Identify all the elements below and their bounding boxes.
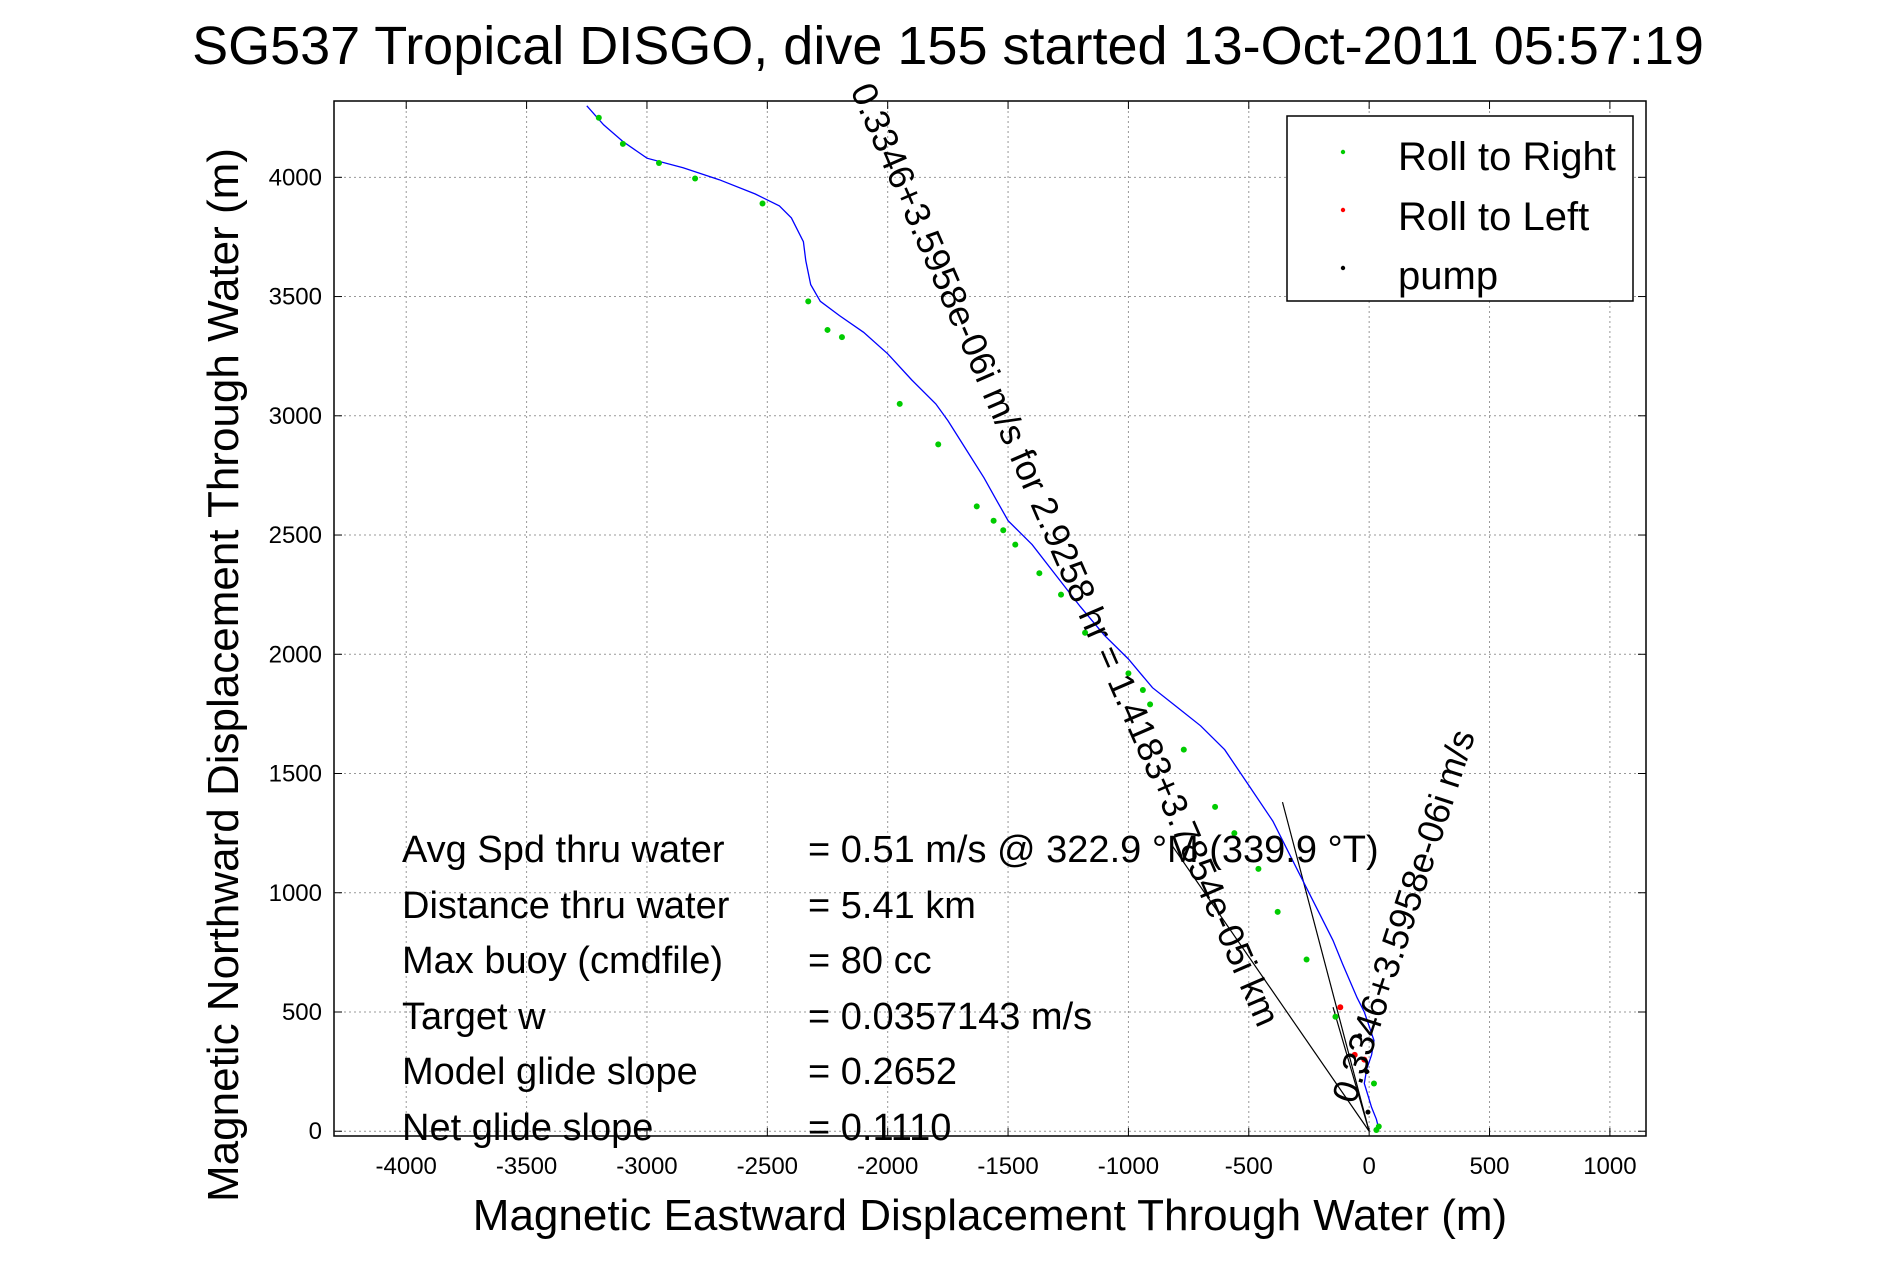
pump-point xyxy=(1364,1069,1370,1075)
y-tick-label: 2000 xyxy=(269,641,322,668)
marker-points xyxy=(595,114,1382,1134)
roll-right-point xyxy=(1332,1013,1339,1020)
roll-left-point xyxy=(1361,1056,1368,1063)
pump-point xyxy=(1357,1033,1363,1039)
current-vector-line xyxy=(1171,844,1370,1132)
roll-right-point xyxy=(824,326,831,333)
x-axis-ticks: -4000 -3500 -3000 -2500 -2000 -1500 -1000 -500 0… xyxy=(376,101,1637,1180)
roll-right-point xyxy=(619,140,626,147)
stat-label: Target w xyxy=(402,996,546,1038)
roll-right-point xyxy=(1000,527,1007,534)
track-series xyxy=(586,105,1380,1129)
y-axis-label: Magnetic Northward Displacement Through … xyxy=(199,148,248,1202)
stat-value: = 0.0357143 m/s xyxy=(808,996,1092,1038)
x-tick-label: -2000 xyxy=(857,1153,918,1180)
x-axis-label: Magnetic Eastward Displacement Through W… xyxy=(473,1191,1507,1240)
plot-area: -4000 -3500 -3000 -2500 -2000 -1500 -1000 -500 0… xyxy=(269,100,1647,1180)
x-tick-label: -3500 xyxy=(496,1153,557,1180)
stat-label: Model glide slope xyxy=(402,1051,698,1093)
y-tick-label: 1500 xyxy=(269,761,322,788)
stat-value: = 5.41 km xyxy=(808,885,976,927)
chart-title: SG537 Tropical DISGO, dive 155 started 1… xyxy=(192,16,1704,76)
x-tick-label: -2500 xyxy=(737,1153,798,1180)
x-tick-label: 0 xyxy=(1362,1153,1375,1180)
roll-right-point xyxy=(1231,830,1238,837)
roll-right-point xyxy=(1125,670,1132,677)
roll-right-point xyxy=(655,160,662,167)
x-tick-label: 500 xyxy=(1469,1153,1509,1180)
roll-right-point xyxy=(1036,570,1043,577)
y-tick-label: 2500 xyxy=(269,522,322,549)
stat-value: = 80 cc xyxy=(808,940,932,982)
current-vector-line xyxy=(1281,801,1370,1132)
roll-right-point xyxy=(1303,956,1310,963)
roll-right-point xyxy=(595,114,602,121)
y-tick-label: 4000 xyxy=(269,164,322,191)
roll-right-point xyxy=(1147,701,1154,708)
x-tick-label: -1500 xyxy=(977,1153,1038,1180)
roll-right-point xyxy=(759,200,766,207)
legend-marker-roll-left xyxy=(1340,207,1346,213)
stat-value: = 0.2652 xyxy=(808,1051,957,1093)
roll-right-point xyxy=(805,298,812,305)
gridlines xyxy=(334,101,1646,1136)
stat-label: Max buoy (cmdfile) xyxy=(402,940,723,982)
y-tick-label: 0 xyxy=(309,1118,322,1145)
roll-left-point xyxy=(1337,1004,1344,1011)
roll-right-point xyxy=(838,334,845,341)
x-tick-label: 1000 xyxy=(1583,1153,1636,1180)
roll-left-point xyxy=(1351,1051,1358,1058)
roll-right-point xyxy=(896,400,903,407)
y-tick-label: 500 xyxy=(282,999,322,1026)
x-tick-label: -3000 xyxy=(616,1153,677,1180)
stat-label: Distance thru water xyxy=(402,885,730,927)
legend-marker-pump xyxy=(1340,265,1346,271)
roll-right-point xyxy=(1255,865,1262,872)
y-tick-label: 1000 xyxy=(269,880,322,907)
roll-right-point xyxy=(1082,629,1089,636)
track-line xyxy=(586,105,1380,1129)
roll-right-point xyxy=(935,441,942,448)
legend-label-pump: pump xyxy=(1398,254,1498,298)
roll-right-point xyxy=(1180,746,1187,753)
roll-right-point xyxy=(990,517,997,524)
stat-value: = 0.1110 xyxy=(808,1107,951,1149)
current-vector-line xyxy=(1332,1007,1370,1132)
legend: Roll to Right Roll to Left pump xyxy=(1286,115,1634,302)
roll-right-point xyxy=(1012,541,1019,548)
pump-point xyxy=(1365,1109,1371,1115)
axes-box xyxy=(333,100,1647,1137)
legend-box xyxy=(1286,115,1634,302)
legend-label-roll-right: Roll to Right xyxy=(1398,135,1616,179)
x-tick-label: -500 xyxy=(1225,1153,1273,1180)
roll-right-point xyxy=(1274,908,1281,915)
stats-block: Avg Spd thru water = 0.51 m/s @ 322.9 °M… xyxy=(402,829,1379,1149)
roll-right-point xyxy=(1370,1080,1377,1087)
roll-right-point xyxy=(1139,687,1146,694)
roll-right-point xyxy=(692,175,699,182)
stat-label: Avg Spd thru water xyxy=(402,829,725,871)
x-tick-label: -1000 xyxy=(1098,1153,1159,1180)
roll-right-point xyxy=(973,503,980,510)
current-vector-lines xyxy=(1171,801,1370,1132)
y-tick-label: 3500 xyxy=(269,284,322,311)
legend-label-roll-left: Roll to Left xyxy=(1398,195,1589,239)
roll-right-point xyxy=(1373,1127,1380,1134)
y-tick-label: 3000 xyxy=(269,403,322,430)
legend-marker-roll-right xyxy=(1340,149,1346,155)
x-tick-label: -4000 xyxy=(376,1153,437,1180)
stat-label: Net glide slope xyxy=(402,1107,653,1149)
roll-right-point xyxy=(1212,803,1219,810)
stat-value: = 0.51 m/s @ 322.9 °M (339.9 °T) xyxy=(808,829,1379,871)
roll-right-point xyxy=(1058,591,1065,598)
y-axis-ticks: 0 500 1000 1500 2000 2500 3000 3500 4000 xyxy=(269,164,1646,1145)
